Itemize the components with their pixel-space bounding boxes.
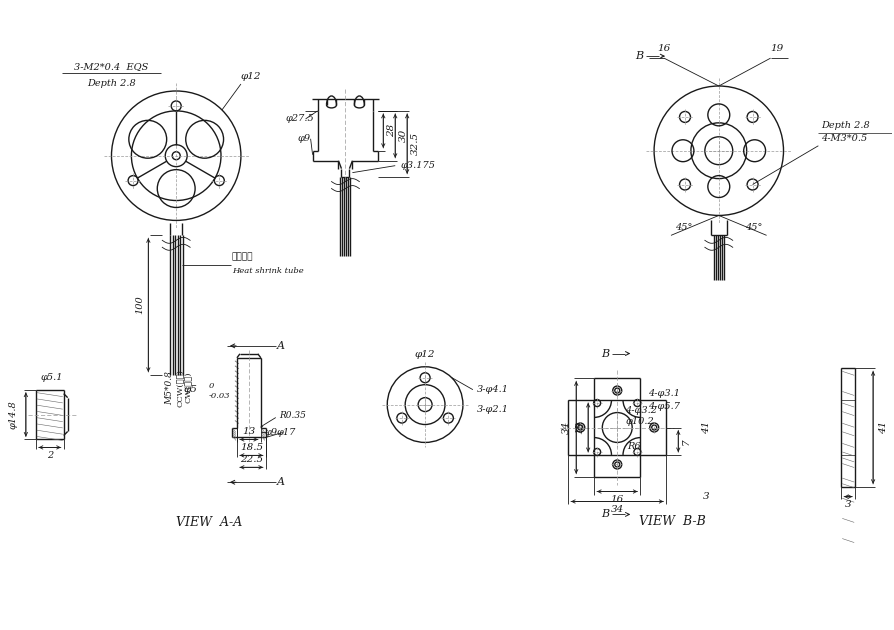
Text: φ9: φ9	[297, 134, 310, 143]
Text: A: A	[277, 478, 284, 487]
Text: 0: 0	[209, 382, 215, 390]
Text: 13: 13	[242, 427, 256, 436]
Text: 41: 41	[879, 421, 888, 434]
Text: φ12: φ12	[240, 72, 261, 81]
Text: φ5.1: φ5.1	[40, 373, 63, 382]
Text: 22.5: 22.5	[240, 455, 263, 464]
Text: Depth 2.8: Depth 2.8	[87, 79, 136, 88]
Text: φ27.5: φ27.5	[285, 115, 314, 123]
Text: 3-φ4.1: 3-φ4.1	[477, 385, 509, 394]
Text: φ5: φ5	[183, 385, 197, 394]
Text: CCW(左旋): CCW(左旋)	[177, 369, 185, 406]
Text: φ10.2: φ10.2	[625, 418, 654, 427]
Text: 28: 28	[387, 124, 396, 137]
Text: Depth 2.8: Depth 2.8	[822, 122, 870, 130]
Text: 100: 100	[135, 295, 144, 314]
Text: 热缩套管: 热缩套管	[232, 253, 254, 261]
Text: CW(右旋): CW(右旋)	[185, 372, 193, 403]
Text: 45°: 45°	[745, 223, 763, 232]
Text: φ14.8: φ14.8	[8, 400, 17, 429]
Text: 2: 2	[46, 451, 53, 460]
Text: 4-φ3.2: 4-φ3.2	[625, 406, 657, 415]
Text: φ17: φ17	[277, 428, 297, 437]
Text: Heat shrink tube: Heat shrink tube	[232, 267, 304, 275]
Text: VIEW  A-A: VIEW A-A	[176, 515, 242, 529]
Text: -0.03: -0.03	[209, 392, 231, 399]
Text: M5*0.8: M5*0.8	[164, 370, 173, 404]
Text: φ12: φ12	[415, 350, 435, 359]
Text: 18.5: 18.5	[240, 443, 263, 452]
Text: 34: 34	[561, 421, 570, 434]
Text: R0.35: R0.35	[279, 411, 306, 420]
Text: 3-φ2.1: 3-φ2.1	[477, 405, 509, 414]
Text: 3-M2*0.4  EQS: 3-M2*0.4 EQS	[74, 62, 148, 71]
Text: 3: 3	[845, 500, 852, 509]
Text: 19: 19	[576, 421, 585, 434]
Text: 4-M3*0.5: 4-M3*0.5	[822, 134, 867, 143]
Text: 16: 16	[611, 495, 624, 504]
Text: R6: R6	[628, 442, 641, 452]
Text: 3: 3	[703, 492, 710, 501]
Text: 32.5: 32.5	[410, 132, 419, 156]
Text: 7: 7	[682, 438, 691, 445]
Text: B: B	[602, 348, 610, 358]
Text: 4-φ5.7: 4-φ5.7	[648, 402, 680, 411]
Text: 19: 19	[770, 43, 783, 53]
Text: 4-φ3.1: 4-φ3.1	[648, 389, 680, 398]
Text: A: A	[277, 341, 284, 351]
Text: φ9: φ9	[265, 428, 277, 437]
Text: 16: 16	[657, 43, 670, 53]
Text: 30: 30	[399, 129, 408, 142]
Text: B: B	[635, 51, 643, 61]
Text: φ3.175: φ3.175	[401, 161, 435, 170]
Text: B: B	[602, 510, 610, 519]
Text: 41: 41	[702, 421, 711, 434]
Text: 34: 34	[611, 505, 624, 514]
Text: 45°: 45°	[675, 223, 693, 232]
Text: VIEW  B-B: VIEW B-B	[638, 515, 705, 528]
